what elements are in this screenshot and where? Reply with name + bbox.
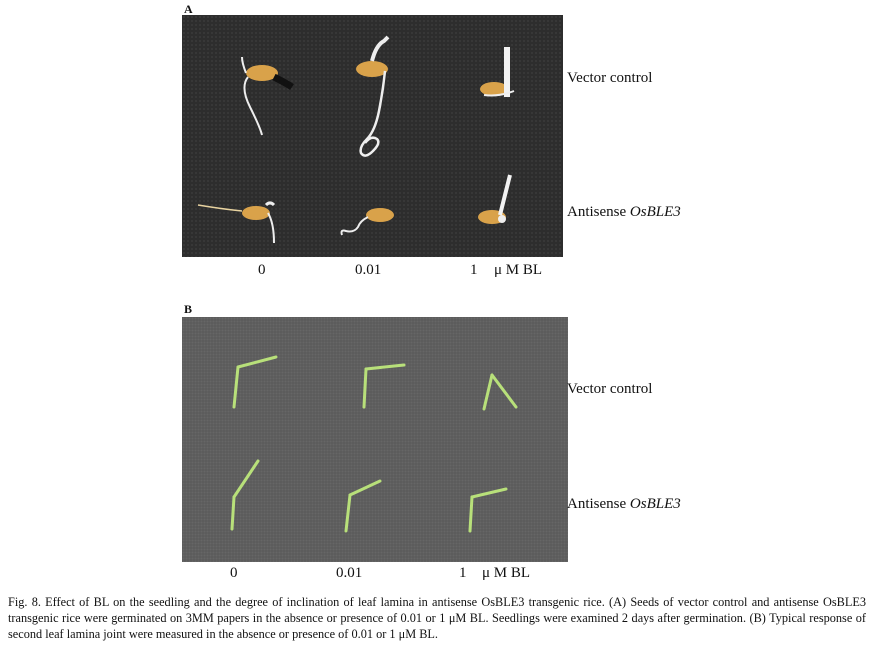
panel-b-conc-1: 1 (459, 565, 467, 581)
panel-a-label-antisense: Antisense OsBLE3 (567, 204, 681, 220)
seedling-vector-1 (480, 47, 515, 97)
figure-caption: Fig. 8. Effect of BL on the seedling and… (8, 595, 866, 641)
seedling-antisense-0 (197, 201, 276, 244)
seedling-vector-001 (356, 35, 390, 157)
panel-b-letter: B (184, 302, 193, 316)
panel-a-letter: A (184, 2, 193, 16)
panel-a-conc-1: 1 (470, 262, 478, 278)
panel-b-label-antisense: Antisense OsBLE3 (567, 496, 681, 512)
leaf-antisense-0 (230, 459, 260, 531)
leaf-antisense-1 (468, 487, 508, 533)
panel-b-label-vector: Vector control (567, 381, 653, 397)
seedling-vector-0 (241, 56, 294, 136)
panel-b-unit: μ M BL (482, 565, 531, 581)
panel-a-photo (182, 15, 563, 257)
leaf-vector-1 (482, 373, 518, 411)
panel-a-label-vector: Vector control (567, 70, 653, 86)
seedling-antisense-1 (478, 174, 512, 224)
leaf-vector-0 (232, 355, 278, 409)
panel-b-conc-001: 0.01 (336, 565, 363, 581)
panel-a-unit: μ M BL (494, 262, 543, 278)
panel-b-photo (182, 317, 568, 562)
panel-a-conc-0: 0 (258, 262, 266, 278)
leaf-antisense-001 (344, 479, 382, 533)
seedling-antisense-001 (340, 208, 394, 236)
panel-a-conc-001: 0.01 (355, 262, 382, 278)
panel-b-conc-0: 0 (230, 565, 238, 581)
leaf-vector-001 (362, 363, 406, 409)
